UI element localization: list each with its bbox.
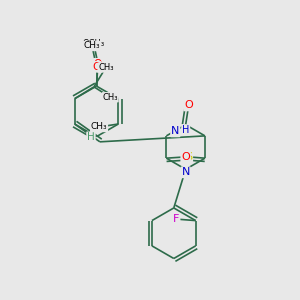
Text: H: H — [87, 132, 95, 142]
Text: O: O — [92, 62, 101, 72]
Text: CH₃: CH₃ — [84, 41, 100, 50]
Text: N: N — [171, 126, 179, 136]
Text: O: O — [181, 152, 190, 162]
Text: CH₃: CH₃ — [91, 122, 107, 131]
Text: CH₃: CH₃ — [103, 93, 118, 102]
Text: O: O — [94, 59, 102, 69]
Text: O: O — [184, 100, 193, 110]
Text: N: N — [182, 167, 190, 177]
Text: H: H — [182, 125, 189, 135]
Text: S: S — [185, 152, 192, 162]
Text: OCH₃: OCH₃ — [82, 38, 105, 47]
Text: CH₃: CH₃ — [98, 63, 114, 72]
Text: F: F — [173, 214, 179, 224]
